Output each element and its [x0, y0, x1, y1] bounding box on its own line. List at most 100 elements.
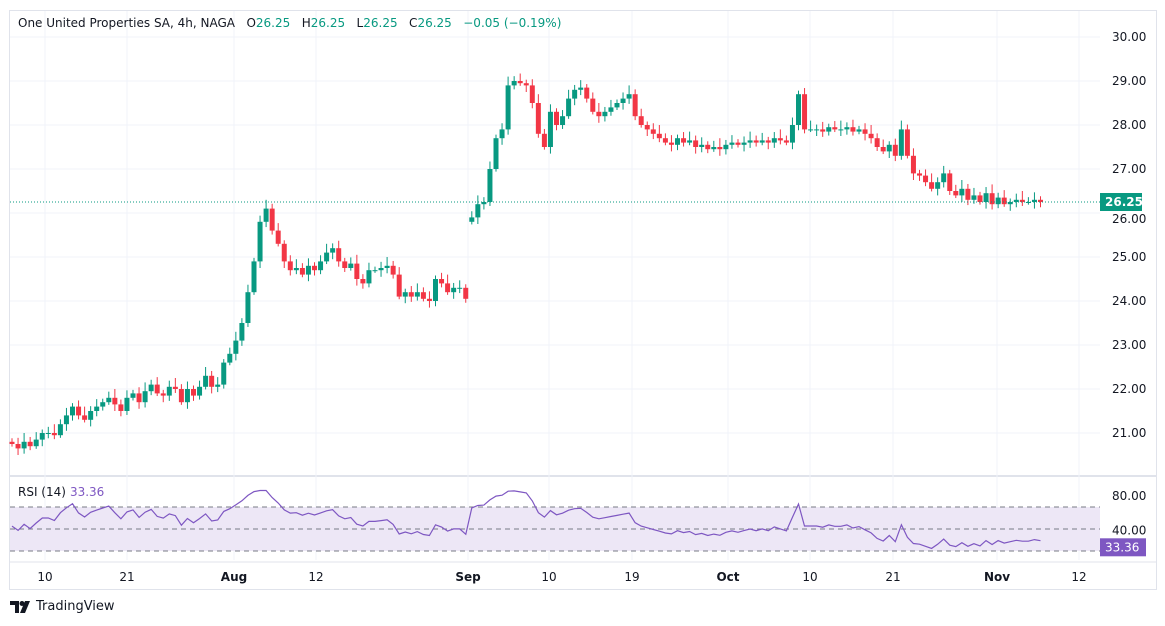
candle-body — [656, 133, 662, 139]
high-value: 26.25 — [310, 16, 346, 30]
candle-body — [808, 129, 814, 131]
candle — [414, 283, 420, 301]
candle-body — [233, 340, 239, 354]
candle-body — [197, 386, 203, 396]
candle — [445, 274, 451, 295]
candle-body — [826, 127, 832, 132]
candle — [535, 94, 541, 138]
candle-body — [802, 94, 808, 130]
candle-body — [814, 129, 820, 131]
candle — [124, 390, 130, 415]
candle-body — [547, 111, 553, 147]
candle-body — [717, 147, 723, 150]
candle — [420, 287, 426, 302]
candle — [868, 125, 874, 144]
candle-body — [106, 397, 112, 403]
candle — [9, 438, 15, 447]
candle — [741, 136, 747, 152]
candle — [977, 191, 983, 205]
candle — [578, 80, 584, 96]
candle-body — [112, 397, 118, 405]
candle — [263, 199, 269, 228]
time-tick-label: 10 — [802, 570, 817, 584]
candle — [850, 119, 856, 136]
candle — [590, 92, 596, 115]
candle-body — [396, 274, 402, 297]
candle — [904, 124, 910, 159]
candle-body — [287, 261, 293, 271]
candle-body — [705, 144, 711, 150]
change-value: −0.05 (−0.19%) — [463, 16, 562, 30]
candle — [644, 121, 650, 136]
candles — [9, 73, 1043, 455]
candle — [178, 384, 184, 405]
candle — [796, 90, 801, 131]
candle — [511, 76, 517, 90]
rsi-value-badge-label: 33.36 — [1105, 540, 1139, 554]
price-tick-label: 27.00 — [1112, 162, 1146, 176]
last-price-label: 26.25 — [1105, 195, 1143, 209]
candle — [118, 399, 124, 417]
rsi-tick-label: 40.00 — [1112, 523, 1146, 537]
candle-body — [39, 433, 45, 440]
candle-body — [299, 268, 305, 275]
candle-body — [535, 103, 541, 134]
candle — [717, 138, 723, 156]
candle — [1019, 191, 1025, 206]
candle — [771, 132, 777, 148]
candle — [971, 187, 977, 204]
candle — [342, 257, 348, 272]
candle-body — [759, 140, 765, 143]
candle-body — [172, 386, 178, 389]
candle — [711, 140, 717, 152]
candle-body — [209, 375, 215, 387]
candle-body — [70, 406, 75, 416]
candle-body — [989, 193, 995, 205]
candle-body — [632, 94, 638, 117]
candle — [602, 106, 608, 122]
candle — [693, 135, 699, 154]
candle-body — [941, 173, 947, 183]
candle-body — [76, 406, 82, 416]
candle-body — [402, 292, 408, 297]
candle-body — [572, 89, 578, 99]
candle — [729, 135, 735, 149]
candle — [390, 260, 396, 279]
candle-body — [850, 127, 856, 132]
candle — [541, 128, 547, 150]
candle — [378, 261, 384, 277]
rsi-value-badge — [1100, 538, 1146, 557]
candle — [560, 110, 566, 129]
close-label: C — [409, 16, 418, 30]
candle-body — [45, 433, 51, 434]
candle-body — [796, 94, 801, 125]
candle — [759, 132, 765, 146]
close-value: 26.25 — [417, 16, 452, 30]
open-value: 26.25 — [255, 16, 291, 30]
candle-body — [735, 142, 741, 145]
candle — [360, 274, 366, 289]
candle — [426, 291, 432, 308]
candle — [820, 121, 826, 137]
candle — [547, 104, 553, 154]
candle-body — [820, 129, 826, 132]
candle — [136, 387, 142, 409]
candle-body — [245, 292, 251, 323]
candle — [681, 132, 687, 147]
candle-body — [469, 217, 475, 222]
candle — [402, 288, 408, 304]
candle — [505, 76, 511, 135]
tradingview-logo[interactable]: TradingView — [10, 599, 115, 614]
last-price-badge — [1100, 193, 1142, 211]
candle-body — [51, 433, 57, 436]
candle — [523, 79, 529, 92]
candle-body — [481, 202, 487, 205]
candle — [614, 99, 620, 111]
rsi-value: 33.36 — [69, 485, 105, 499]
candle-body — [330, 248, 336, 253]
candle — [487, 161, 493, 206]
price-tick-label: 25.00 — [1112, 250, 1146, 264]
candle-body — [293, 268, 299, 271]
candle — [112, 389, 118, 411]
